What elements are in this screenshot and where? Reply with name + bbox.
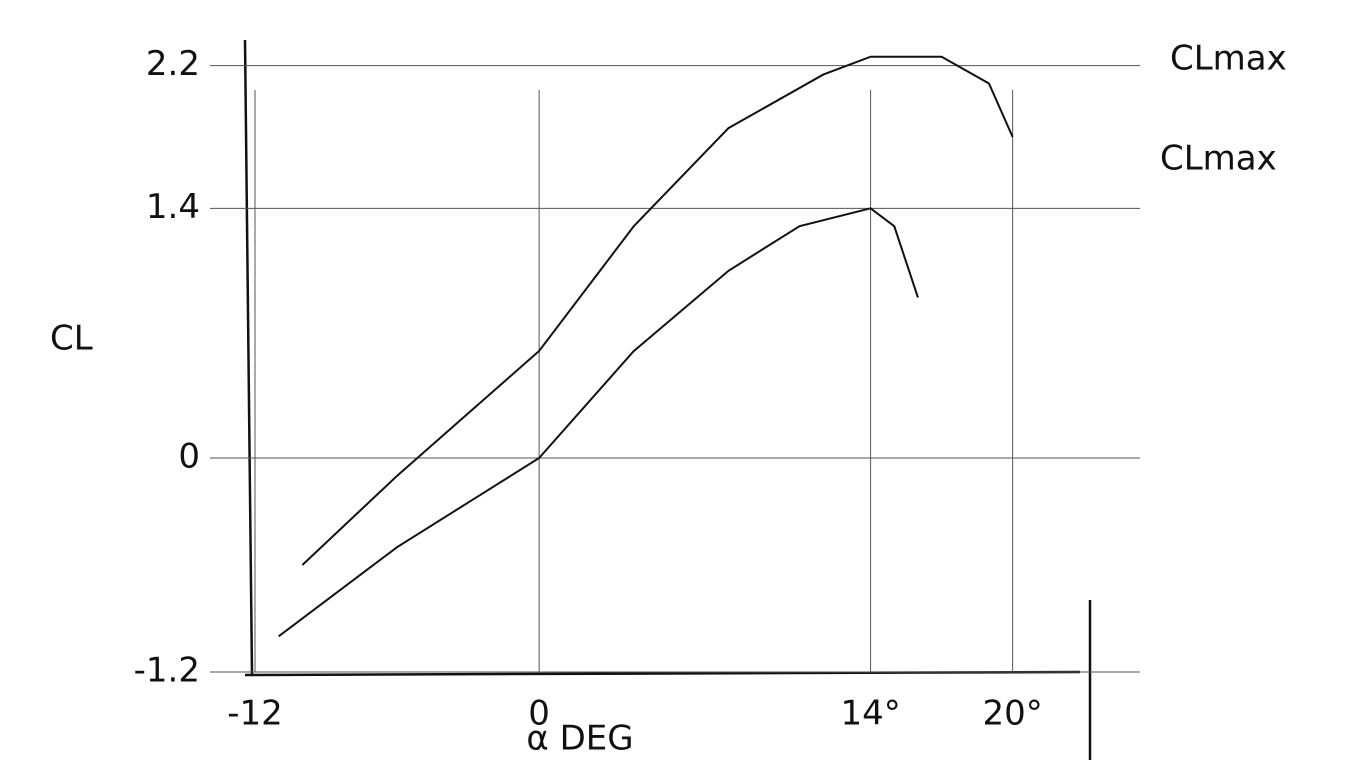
y-axis-label: CL <box>50 319 93 359</box>
x-tick-label: -12 <box>227 694 283 734</box>
chart: CL α DEG CLmax CLmax -1.201.42.2-12014°2… <box>0 0 1359 776</box>
annotation: CLmax <box>1160 139 1277 179</box>
y-tick-label: 2.2 <box>146 44 200 84</box>
y-tick-label: 0 <box>178 437 200 477</box>
x-tick-label: 20° <box>983 694 1043 734</box>
y-tick-label: -1.2 <box>134 651 200 691</box>
x-tick-label: 14° <box>840 694 900 734</box>
line <box>302 57 1012 565</box>
y-axis <box>245 40 252 675</box>
annotation: CLmax <box>1170 39 1287 79</box>
x-tick-label: 0 <box>528 694 550 734</box>
y-tick-label: 1.4 <box>146 187 200 227</box>
